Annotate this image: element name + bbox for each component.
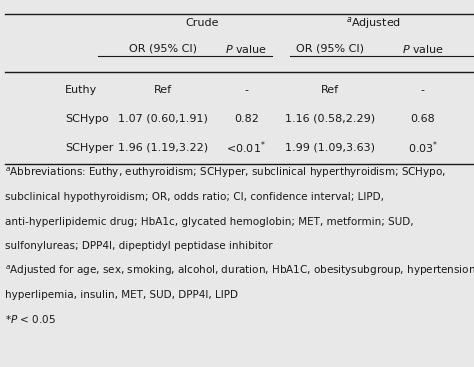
Text: 0.82: 0.82 [234,114,259,124]
Text: OR (95% CI): OR (95% CI) [128,44,197,54]
Text: <0.01$^{*}$: <0.01$^{*}$ [227,139,266,156]
Text: hyperlipemia, insulin, MET, SUD, DPP4I, LIPD: hyperlipemia, insulin, MET, SUD, DPP4I, … [5,290,238,300]
Text: subclinical hypothyroidism; OR, odds ratio; CI, confidence interval; LIPD,: subclinical hypothyroidism; OR, odds rat… [5,192,384,202]
Text: SCHyper: SCHyper [65,142,113,153]
Text: Ref: Ref [154,85,172,95]
Text: $^{a}$Abbreviations: Euthy, euthyroidism; SCHyper, subclinical hyperthyroidism; : $^{a}$Abbreviations: Euthy, euthyroidism… [5,166,446,180]
Text: $\it{P}$ value: $\it{P}$ value [225,43,267,55]
Text: Crude: Crude [185,18,219,29]
Text: Ref: Ref [321,85,339,95]
Text: anti-hyperlipidemic drug; HbA1c, glycated hemoglobin; MET, metformin; SUD,: anti-hyperlipidemic drug; HbA1c, glycate… [5,217,413,227]
Text: -: - [244,85,248,95]
Text: SCHypo: SCHypo [65,114,109,124]
Text: -: - [421,85,425,95]
Text: 0.03$^{*}$: 0.03$^{*}$ [408,139,438,156]
Text: $^{a}$Adjusted: $^{a}$Adjusted [346,15,401,32]
Text: 1.96 (1.19,3.22): 1.96 (1.19,3.22) [118,142,208,153]
Text: OR (95% CI): OR (95% CI) [296,44,364,54]
Text: $\it{P}$ value: $\it{P}$ value [402,43,444,55]
Text: *$\it{P}$ < 0.05: *$\it{P}$ < 0.05 [5,313,56,326]
Text: 0.68: 0.68 [410,114,435,124]
Text: sulfonylureas; DPP4I, dipeptidyl peptidase inhibitor: sulfonylureas; DPP4I, dipeptidyl peptida… [5,241,273,251]
Text: 1.07 (0.60,1.91): 1.07 (0.60,1.91) [118,114,208,124]
Text: 1.99 (1.09,3.63): 1.99 (1.09,3.63) [285,142,375,153]
Text: $^{a}$Adjusted for age, sex, smoking, alcohol, duration, HbA1C, obesitysubgroup,: $^{a}$Adjusted for age, sex, smoking, al… [5,264,474,278]
Text: 1.16 (0.58,2.29): 1.16 (0.58,2.29) [285,114,375,124]
Text: Euthy: Euthy [65,85,97,95]
